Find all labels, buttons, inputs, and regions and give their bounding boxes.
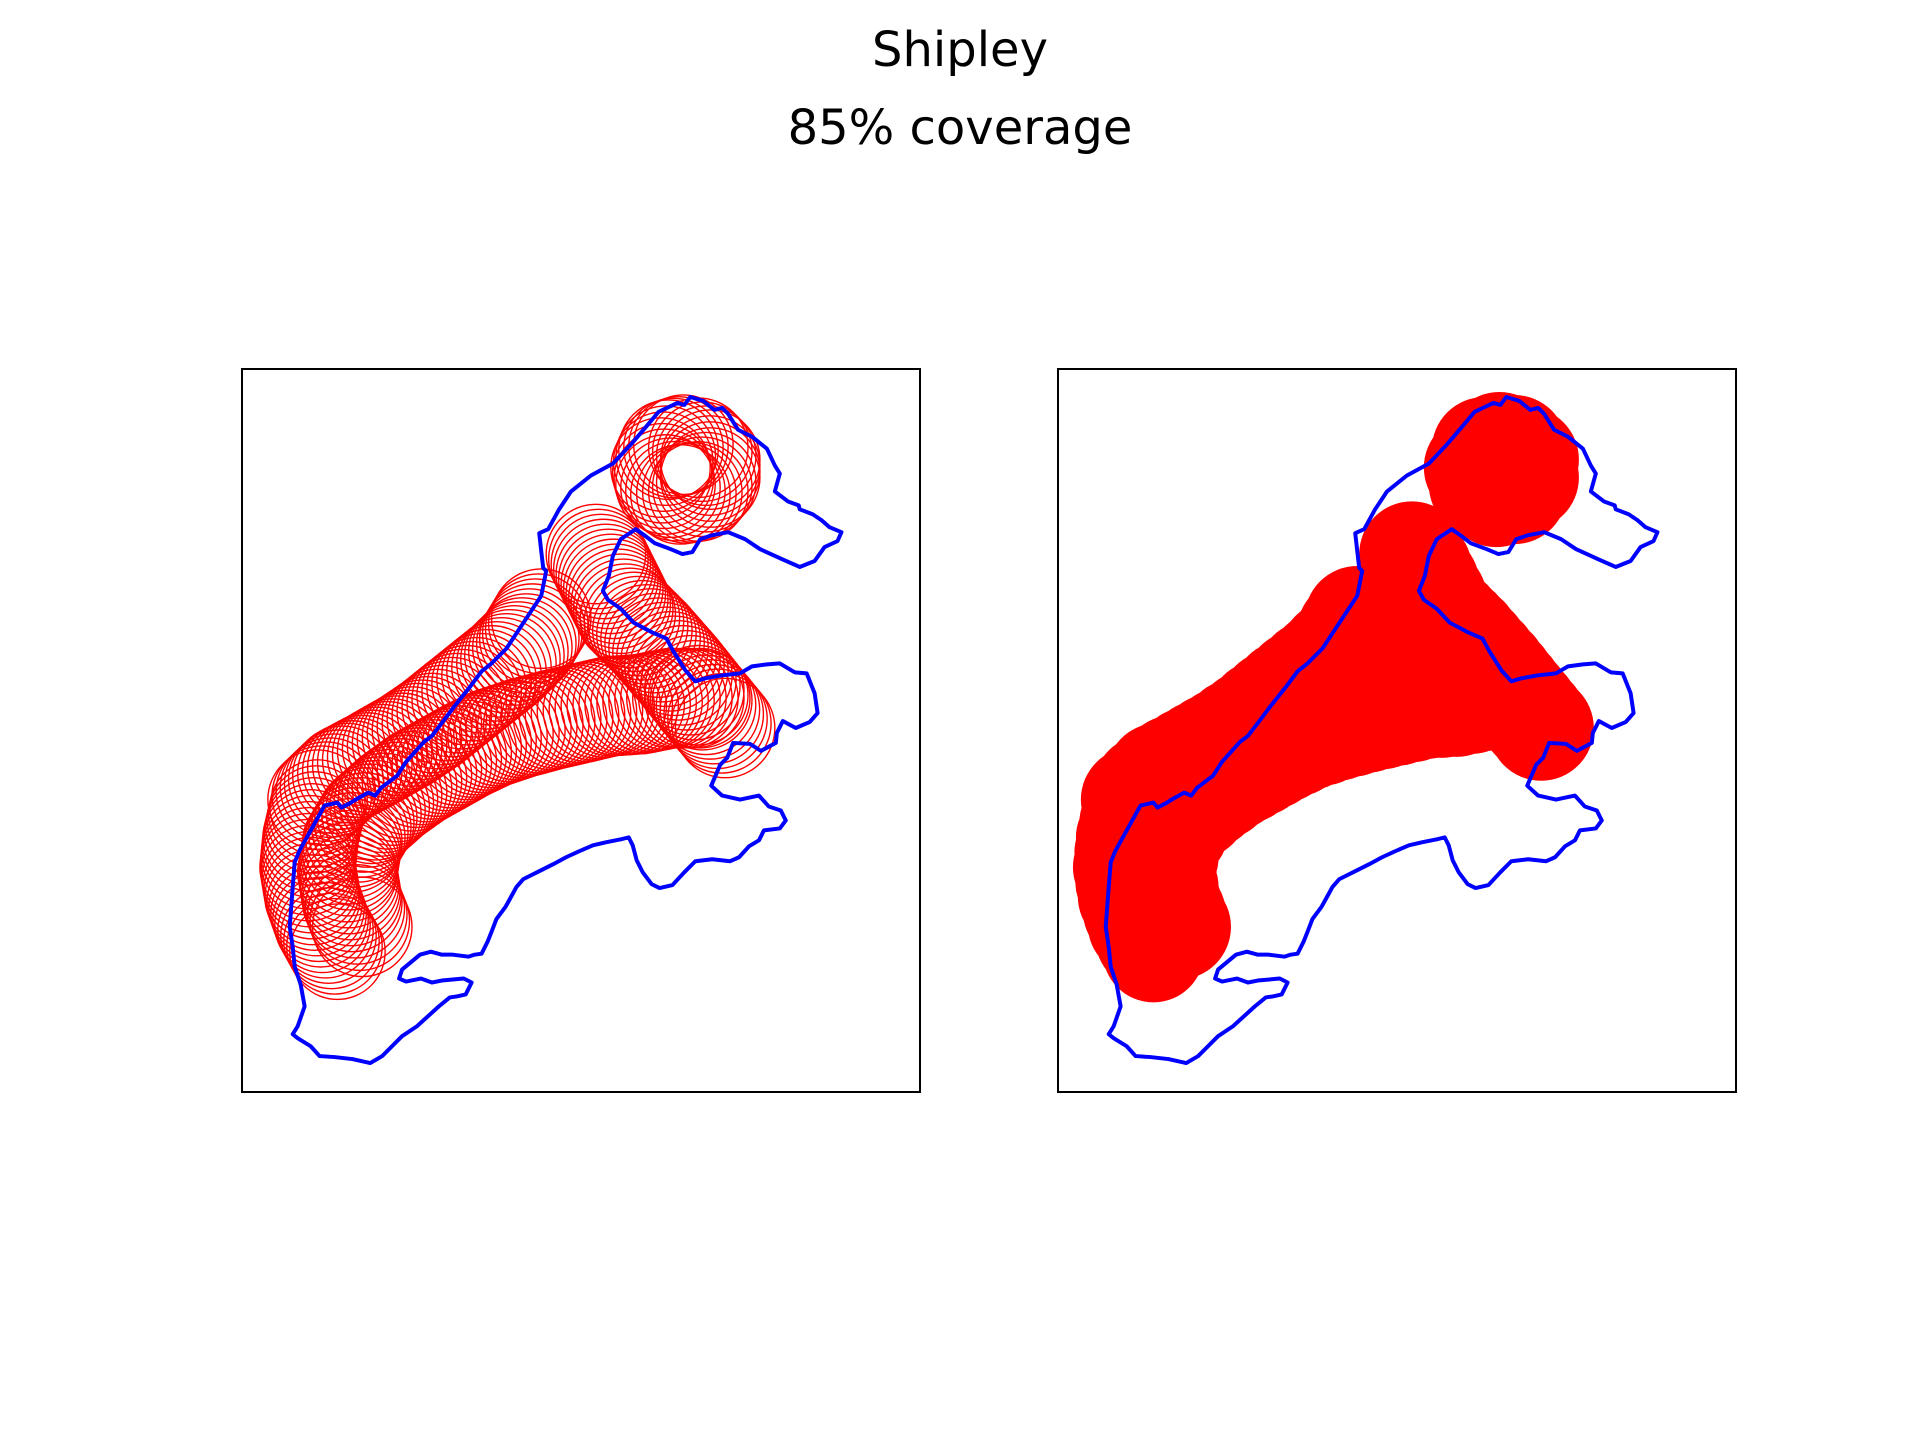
coverage-circle (635, 629, 737, 731)
region-boundary (287, 394, 844, 1066)
coverage-circle (431, 692, 532, 794)
coverage-circle (292, 725, 393, 827)
coverage-interior (1247, 554, 1519, 764)
coverage-circle (632, 394, 734, 496)
coverage-circle (277, 881, 374, 979)
coverage-circle (371, 724, 473, 826)
coverage-circle (655, 431, 757, 533)
coverage-circle (316, 712, 418, 813)
coverage-circle (386, 668, 488, 770)
coverage-circle (356, 734, 458, 836)
coverage-circle (456, 612, 557, 714)
coverage-disc (1461, 394, 1567, 501)
coverage-disc (1102, 900, 1205, 1003)
coverage-circle (421, 697, 523, 798)
coverage-circle (286, 897, 383, 995)
coverage-circle (283, 892, 380, 990)
coverage-circle (655, 654, 757, 756)
coverage-circle (610, 417, 711, 518)
coverage-circle (579, 567, 681, 669)
coverage-circle (267, 765, 365, 862)
coverage-circle (341, 745, 443, 847)
coverage-circle (604, 592, 705, 694)
coverage-circle (289, 903, 386, 1001)
coverage-circle (447, 685, 548, 787)
coverage-circle (562, 538, 664, 640)
coverage-circles-panel (241, 368, 921, 1093)
coverage-circle (565, 543, 667, 645)
coverage-circle (391, 664, 493, 766)
coverage-circle (611, 422, 713, 524)
coverage-circle (467, 601, 569, 702)
coverage-subtitle: 85% coverage (787, 100, 1133, 156)
coverage-circle (674, 677, 776, 779)
map-title: Shipley (872, 22, 1048, 78)
coverage-filled-area (1072, 392, 1594, 1003)
coverage-circle (272, 870, 369, 968)
coverage-circle (659, 409, 761, 511)
coverage-circles-map (259, 394, 844, 1066)
coverage-circle (484, 578, 586, 680)
coverage-circle (274, 876, 371, 974)
region-boundary (1103, 394, 1660, 1066)
coverage-circle (478, 588, 580, 689)
coverage-circle (280, 887, 377, 984)
coverage-union-map (1072, 392, 1660, 1066)
coverage-circle (488, 672, 590, 774)
coverage-circle (268, 859, 365, 957)
coverage-circle (608, 597, 709, 698)
coverage-union-panel (1057, 368, 1737, 1093)
coverage-circle (361, 730, 463, 832)
coverage-circle (266, 771, 364, 868)
coverage-circle-outlines (259, 394, 776, 1001)
